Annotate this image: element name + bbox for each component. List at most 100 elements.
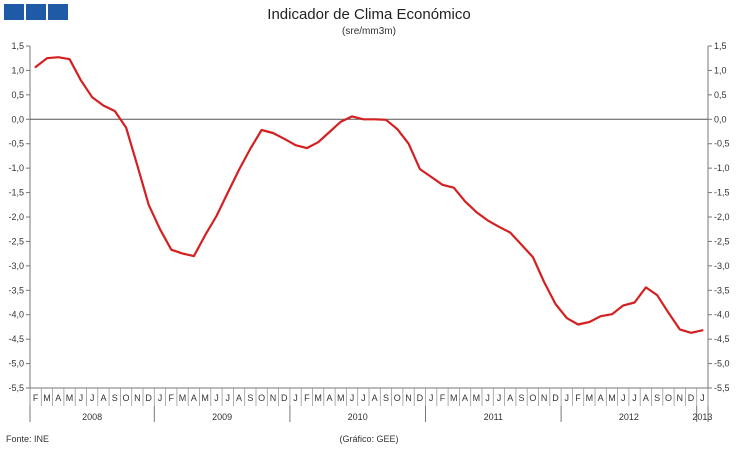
- month-label: J: [565, 393, 570, 403]
- month-label: M: [66, 393, 74, 403]
- y-tick-label-left: -5,0: [8, 359, 24, 369]
- month-label: J: [158, 393, 163, 403]
- month-label: M: [337, 393, 345, 403]
- y-tick-label-left: -4,0: [8, 310, 24, 320]
- month-label: A: [598, 393, 604, 403]
- year-label: 2011: [484, 412, 503, 422]
- month-label: J: [350, 393, 355, 403]
- month-label: J: [497, 393, 502, 403]
- y-tick-label-left: -2,5: [8, 236, 24, 246]
- month-label: S: [519, 393, 525, 403]
- month-label: F: [575, 393, 581, 403]
- month-label: D: [145, 393, 152, 403]
- month-label: N: [541, 393, 548, 403]
- y-tick-label-right: -5,0: [714, 359, 730, 369]
- year-label: 2008: [82, 412, 102, 422]
- y-tick-label-right: 0,5: [714, 90, 727, 100]
- y-tick-label-right: -5,5: [714, 383, 730, 393]
- y-tick-label-right: -4,0: [714, 310, 730, 320]
- month-label: M: [314, 393, 322, 403]
- month-label: S: [247, 393, 253, 403]
- y-tick-label-right: -2,0: [714, 212, 730, 222]
- y-tick-label-right: 1,0: [714, 65, 727, 75]
- month-label: O: [123, 393, 130, 403]
- month-label: A: [326, 393, 332, 403]
- month-label: A: [643, 393, 649, 403]
- month-label: J: [485, 393, 490, 403]
- y-tick-label-right: 0,0: [714, 114, 727, 124]
- y-tick-label-left: 0,5: [11, 90, 24, 100]
- y-tick-label-right: -1,0: [714, 163, 730, 173]
- month-label: N: [134, 393, 141, 403]
- chart-title: Indicador de Clima Económico: [267, 6, 471, 23]
- y-tick-label-left: 1,0: [11, 65, 24, 75]
- logo-block: [4, 4, 24, 20]
- y-tick-label-right: -2,5: [714, 236, 730, 246]
- month-label: M: [201, 393, 209, 403]
- month-label: A: [191, 393, 197, 403]
- month-label: J: [90, 393, 95, 403]
- y-tick-label-left: -1,5: [8, 188, 24, 198]
- month-label: F: [33, 393, 39, 403]
- month-label: F: [304, 393, 310, 403]
- year-label: 2012: [619, 412, 639, 422]
- month-label: M: [450, 393, 458, 403]
- month-label: O: [665, 393, 672, 403]
- month-label: J: [700, 393, 705, 403]
- y-tick-label-left: -0,5: [8, 139, 24, 149]
- month-label: J: [214, 393, 219, 403]
- month-label: S: [654, 393, 660, 403]
- month-label: O: [394, 393, 401, 403]
- month-label: N: [677, 393, 684, 403]
- chart-subtitle: (sre/mm3m): [342, 26, 396, 37]
- month-label: D: [417, 393, 424, 403]
- series-line: [34, 56, 704, 334]
- year-label: 2010: [348, 412, 368, 422]
- month-label: A: [507, 393, 513, 403]
- y-tick-label-right: 1,5: [714, 41, 727, 51]
- year-label: 2013: [692, 412, 712, 422]
- month-label: M: [179, 393, 187, 403]
- month-label: N: [405, 393, 412, 403]
- month-label: F: [169, 393, 175, 403]
- month-label: M: [473, 393, 481, 403]
- month-label: M: [43, 393, 51, 403]
- month-label: A: [100, 393, 106, 403]
- y-tick-label-left: -4,5: [8, 334, 24, 344]
- credit-note: (Gráfico: GEE): [339, 434, 399, 444]
- y-tick-label-left: -5,5: [8, 383, 24, 393]
- month-label: F: [440, 393, 446, 403]
- month-label: J: [226, 393, 231, 403]
- month-label: N: [270, 393, 277, 403]
- month-label: A: [372, 393, 378, 403]
- month-label: A: [236, 393, 242, 403]
- y-tick-label-left: 0,0: [11, 114, 24, 124]
- y-tick-label-right: -1,5: [714, 188, 730, 198]
- month-label: O: [258, 393, 265, 403]
- month-label: J: [361, 393, 366, 403]
- logo-block: [48, 4, 68, 20]
- month-label: J: [429, 393, 434, 403]
- y-tick-label-right: -3,0: [714, 261, 730, 271]
- y-tick-label-left: -1,0: [8, 163, 24, 173]
- month-label: S: [383, 393, 389, 403]
- logo-block: [26, 4, 46, 20]
- source-note: Fonte: INE: [6, 434, 50, 444]
- y-tick-label-left: 1,5: [11, 41, 24, 51]
- ine-logo-icon: [4, 4, 68, 20]
- month-label: M: [608, 393, 616, 403]
- month-label: M: [586, 393, 594, 403]
- month-label: J: [293, 393, 298, 403]
- y-tick-label-left: -3,0: [8, 261, 24, 271]
- month-label: J: [621, 393, 626, 403]
- month-label: D: [281, 393, 288, 403]
- y-tick-label-right: -3,5: [714, 285, 730, 295]
- month-label: D: [552, 393, 559, 403]
- month-label: J: [632, 393, 637, 403]
- y-tick-label-left: -3,5: [8, 285, 24, 295]
- year-label: 2009: [212, 412, 232, 422]
- month-label: A: [55, 393, 61, 403]
- month-label: A: [462, 393, 468, 403]
- month-label: O: [529, 393, 536, 403]
